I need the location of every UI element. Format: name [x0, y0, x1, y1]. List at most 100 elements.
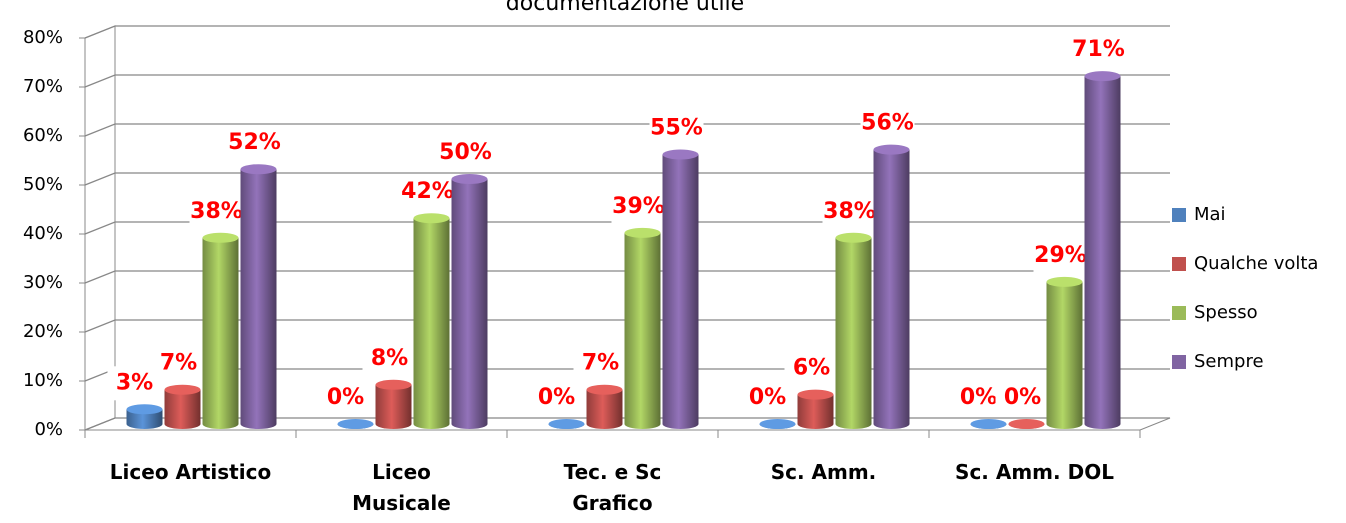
bar-top [873, 144, 910, 155]
bar [873, 144, 910, 429]
bar [835, 232, 872, 429]
data-label: 56% [861, 111, 914, 136]
y-tick-label: 60% [23, 125, 63, 146]
bar-top [413, 213, 450, 224]
bar-top [240, 164, 277, 175]
bar-top [164, 384, 201, 395]
bar [548, 419, 585, 429]
bar-body [202, 237, 239, 429]
bar [662, 149, 699, 429]
data-label-bg [784, 351, 839, 386]
bar [337, 419, 374, 429]
bar-top [202, 232, 239, 243]
data-label-bg [822, 194, 877, 229]
data-label-bg [1033, 238, 1088, 273]
data-label: 39% [612, 194, 665, 219]
data-label-bg [400, 175, 455, 210]
bar-body [586, 389, 623, 429]
data-label-bg [151, 346, 206, 381]
bar-top [451, 174, 488, 184]
data-label-bg [362, 341, 417, 376]
y-tick-label: 0% [34, 419, 63, 440]
y-tick-label: 40% [23, 223, 63, 244]
grid-line [84, 74, 1170, 88]
data-label: 71% [1072, 37, 1125, 62]
x-tick-label: Sc. Amm. [770, 460, 877, 484]
bar [1008, 419, 1045, 429]
bar-body [164, 389, 201, 429]
data-label: 38% [190, 199, 243, 224]
data-label-bg [1071, 33, 1126, 68]
data-label-bg [318, 381, 373, 415]
bar-body [797, 394, 834, 429]
bar-top [1008, 419, 1045, 429]
bar [451, 174, 488, 429]
data-label: 50% [439, 140, 492, 165]
legend-swatch [1172, 306, 1186, 320]
data-label-bg [573, 346, 628, 381]
bar-top [548, 419, 585, 429]
bar-top [797, 389, 834, 400]
bar [1046, 276, 1083, 429]
data-label: 3% [116, 370, 153, 395]
grid-line [84, 25, 1170, 39]
bar [240, 164, 277, 429]
legend-label: Qualche volta [1194, 253, 1318, 274]
bar-top [759, 419, 796, 429]
data-label-bg [438, 136, 493, 170]
x-tick-label: Liceo Artistico [109, 460, 272, 484]
data-label-bg [227, 126, 282, 161]
bar [759, 419, 796, 429]
bar [126, 404, 163, 429]
bar [970, 419, 1007, 429]
bar-top [126, 404, 163, 415]
grid-line [84, 270, 1170, 284]
data-label: 6% [793, 356, 830, 381]
bar [164, 384, 201, 429]
bar-body [413, 218, 450, 429]
bar-top [375, 379, 412, 390]
y-tick-label: 80% [23, 27, 63, 48]
y-tick-label: 20% [23, 321, 63, 342]
x-tick-label: Tec. e Sc Grafico [563, 460, 662, 515]
legend-swatch [1172, 208, 1186, 222]
bar-body [375, 384, 412, 429]
legend-swatch [1172, 355, 1186, 369]
data-label: 7% [582, 351, 619, 376]
data-label: 8% [371, 346, 408, 371]
bar-top [1046, 276, 1083, 287]
bar-body [873, 149, 910, 429]
grid-line [84, 221, 1170, 235]
data-label-bg [649, 111, 704, 146]
bar [797, 389, 834, 429]
data-label: 0% [749, 385, 786, 410]
y-tick-label: 50% [23, 174, 63, 195]
grid-line [84, 172, 1170, 186]
data-label: 52% [228, 130, 281, 155]
data-label: 0% [327, 385, 364, 410]
bar [413, 213, 450, 429]
chart-title: documentazione utile [506, 0, 744, 16]
bar-top [337, 419, 374, 429]
bar-top [624, 227, 661, 238]
data-label: 29% [1034, 243, 1087, 268]
data-label: 42% [401, 179, 454, 204]
data-label: 7% [160, 351, 197, 376]
bar-body [835, 237, 872, 429]
data-label: 38% [823, 199, 876, 224]
bar-top [835, 232, 872, 243]
bar-body [240, 169, 277, 429]
legend-label: Sempre [1194, 351, 1264, 372]
data-label-bg [740, 381, 795, 415]
data-label: 0% [1004, 385, 1041, 410]
data-label: 0% [538, 385, 575, 410]
bar-body [1046, 281, 1083, 429]
grid-line [84, 123, 1170, 137]
bar-body [624, 232, 661, 429]
bar-body [126, 409, 163, 429]
data-label-bg [189, 194, 244, 229]
bar-body [451, 179, 488, 429]
bar-body [662, 154, 699, 429]
bar-top [586, 384, 623, 395]
